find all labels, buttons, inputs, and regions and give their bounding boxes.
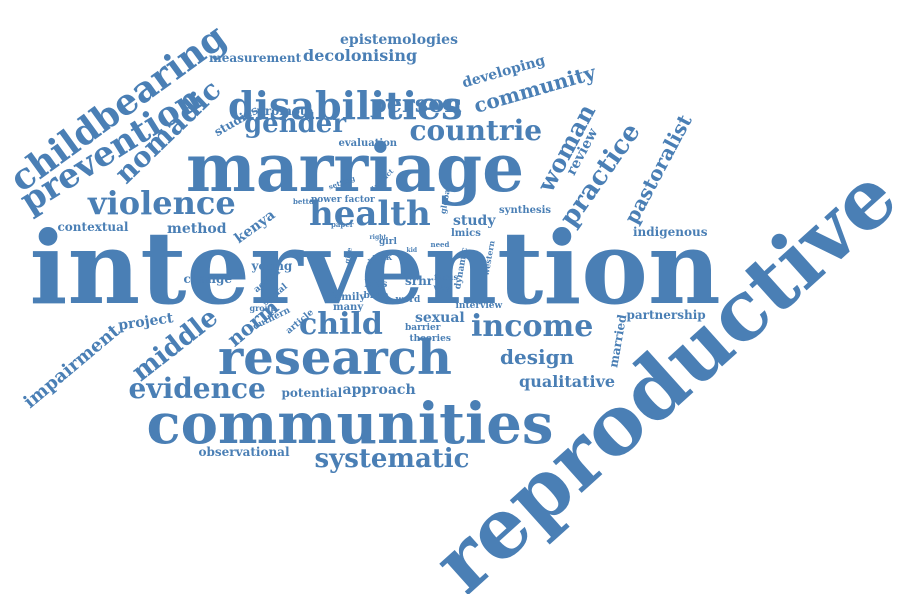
cloud-word: girl bbox=[379, 236, 397, 247]
cloud-word: method bbox=[167, 221, 227, 237]
cloud-word: better bbox=[293, 196, 317, 206]
cloud-word: family bbox=[330, 292, 366, 303]
cloud-word: power factor bbox=[311, 194, 375, 205]
cloud-word: intervention bbox=[29, 209, 721, 327]
cloud-word: marriage bbox=[186, 129, 525, 207]
cloud-word: decolonising bbox=[303, 46, 418, 65]
cloud-word: indigenous bbox=[633, 225, 708, 239]
cloud-word: group bbox=[249, 303, 277, 313]
cloud-word: disabilities bbox=[228, 83, 463, 128]
cloud-word: young bbox=[251, 259, 293, 273]
cloud-word: many bbox=[333, 302, 364, 313]
cloud-word: income bbox=[471, 309, 594, 344]
cloud-word: measurement bbox=[209, 51, 302, 65]
cloud-word: risk bbox=[372, 252, 392, 263]
cloud-word: way bbox=[433, 282, 451, 292]
cloud-word: evidence bbox=[128, 372, 266, 405]
cloud-word: approach bbox=[342, 382, 416, 398]
cloud-word: observational bbox=[198, 445, 290, 459]
cloud-word: interview bbox=[455, 300, 503, 311]
cloud-word: qualitative bbox=[519, 372, 616, 391]
cloud-word: impairment bbox=[19, 320, 124, 413]
cloud-word: promote bbox=[256, 104, 314, 118]
cloud-word: epistemologies bbox=[340, 32, 458, 48]
cloud-word: systematic bbox=[314, 444, 470, 474]
cloud-word: violence bbox=[88, 184, 236, 222]
cloud-word: theories bbox=[409, 333, 451, 344]
cloud-word: design bbox=[500, 345, 575, 369]
cloud-word: partnership bbox=[626, 308, 706, 322]
cloud-word: bias bbox=[364, 279, 388, 290]
cloud-word: give bbox=[342, 246, 354, 264]
cloud-word: evaluation bbox=[338, 138, 398, 149]
cloud-word: health bbox=[309, 194, 431, 234]
cloud-word: right bbox=[369, 234, 387, 241]
cloud-word: communities bbox=[146, 391, 554, 457]
cloud-word: synthesis bbox=[499, 205, 552, 216]
cloud-word: study bbox=[453, 213, 496, 229]
cloud-word: person bbox=[370, 89, 462, 118]
cloud-word: countrie bbox=[409, 114, 543, 147]
cloud-word: change bbox=[183, 272, 233, 286]
cloud-word: need bbox=[430, 239, 450, 249]
cloud-word: focus bbox=[434, 272, 458, 282]
cloud-word: word bbox=[395, 294, 421, 305]
cloud-word: gender bbox=[244, 109, 347, 139]
cloud-word: barrier bbox=[405, 322, 441, 333]
cloud-word: contextual bbox=[57, 220, 129, 234]
cloud-word: research bbox=[218, 330, 452, 386]
cloud-word: paper bbox=[331, 219, 354, 229]
cloud-word: srhr bbox=[405, 274, 434, 288]
cloud-word: birth bbox=[363, 290, 389, 301]
cloud-word: sexual bbox=[415, 310, 465, 326]
cloud-word: potential bbox=[281, 386, 343, 400]
cloud-word: child bbox=[299, 307, 383, 342]
cloud-word: lmics bbox=[451, 228, 481, 239]
cloud-word: kid bbox=[406, 247, 418, 254]
